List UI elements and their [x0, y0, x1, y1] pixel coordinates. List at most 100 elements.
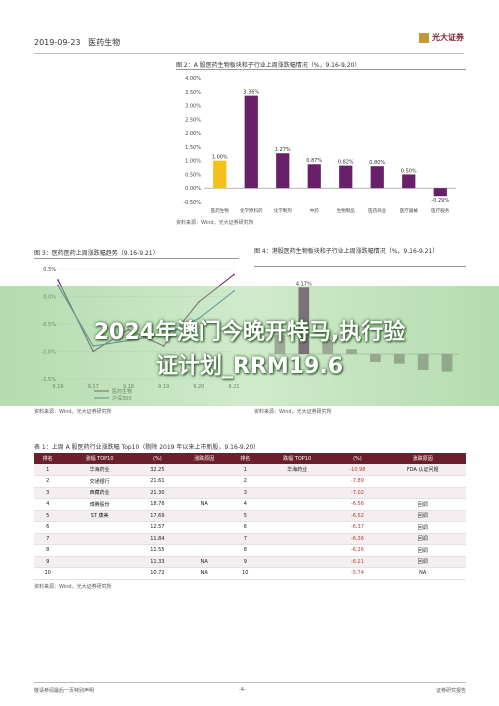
x-tick-label: 生物制品: [337, 207, 355, 214]
table-cell: [176, 510, 232, 522]
data-label: 1.00%: [212, 155, 228, 161]
table-cell: 21.30: [137, 487, 177, 499]
column-header: 跌幅 TOP10: [258, 453, 336, 464]
y-tick-label: 2.00%: [185, 131, 201, 137]
table-cell: [176, 533, 232, 545]
x-tick-label: 医药生物: [211, 207, 229, 214]
table-cell: -6.37: [335, 521, 380, 534]
y-tick-label: 3.00%: [185, 104, 201, 110]
table-cell: 12.57: [137, 521, 177, 534]
data-label: 3.36%: [243, 90, 259, 96]
table-cell: 博腾股份: [61, 498, 138, 511]
table-title: 表 1：上周 A 股医药行业涨跌幅 Top10（剔除 2019 年以来上市新股，…: [34, 444, 260, 451]
data-label: 1.27%: [275, 147, 291, 153]
table-cell: 17.69: [137, 510, 177, 522]
table-cell: NA: [176, 498, 232, 511]
table-cell: [258, 533, 336, 545]
table-cell: [61, 556, 138, 568]
table-cell: 回调: [379, 556, 466, 568]
y-tick-label: 4.00%: [185, 76, 201, 82]
table-source: 资料来源：Wind，光大证券研究所: [34, 583, 112, 590]
bar: [370, 166, 384, 189]
table-cell: 5: [231, 510, 259, 522]
table-cell: 2: [231, 475, 259, 488]
report-date: 2019-09-23 医药生物: [34, 37, 120, 48]
top10-table: 排名 涨幅 TOP10 (%) 涨跌原因 排名 跌幅 TOP10 (%) 涨跌原因 1 华海药业…: [34, 453, 466, 580]
x-tick-label: 中药: [310, 207, 319, 214]
table-cell: 11.84: [137, 533, 177, 545]
series-point: [57, 284, 59, 287]
data-label: 0.50%: [401, 168, 417, 174]
table-cell: 10: [34, 567, 62, 580]
table-row: 1 华海药业 32.25 1 华海药业 -10.98 FDA 认证问题: [34, 464, 466, 476]
table-cell: 3: [231, 487, 259, 499]
table-row: 2 交通银行 21.61 2 -7.89: [34, 475, 466, 488]
series-point: [233, 273, 235, 276]
figure-2-source: 资料来源：Wind，光大证券研究所: [176, 220, 254, 226]
table-cell: 回调: [379, 510, 466, 522]
table-cell: 9: [34, 556, 62, 568]
table-cell: -5.74: [335, 567, 380, 580]
bar: [433, 188, 447, 197]
divider: [254, 266, 466, 267]
footer-left: 敬请参阅最后一页特别声明: [34, 688, 95, 694]
figure-2-chart: -0.50% 0.00% 0.50% 1.00% 1.50% 2.00% 2.50% 3.00…: [183, 76, 456, 214]
x-tick-label: 医药商业: [368, 207, 386, 214]
table-cell: [258, 510, 336, 522]
table-cell: [258, 498, 336, 511]
table-cell: 32.25: [137, 464, 177, 476]
page-footer: 敬请参阅最后一页特别声明 -4- 证券研究报告: [34, 682, 466, 694]
bar: [244, 95, 258, 189]
table-row: 6 12.57 6 -6.37 回调: [34, 521, 466, 534]
figure-3-source: 资料来源：Wind，光大证券研究所: [34, 409, 112, 415]
table-row: 10 10.72 NA 10 -5.74 NA: [34, 567, 466, 580]
figure-2-title: 图 2：A 股医药生物板块和子行业上周涨跌幅情况（%，9.16-9.20）: [176, 62, 361, 69]
column-header: 涨跌原因: [379, 453, 466, 464]
table-cell: 4: [231, 498, 259, 511]
table-header-row: 排名 涨幅 TOP10 (%) 涨跌原因 排名 跌幅 TOP10 (%) 涨跌原因: [34, 453, 466, 464]
footer-right: 证券研究报告: [435, 688, 466, 694]
column-header: 涨跌原因: [176, 453, 232, 464]
category-text: 医药生物: [88, 38, 121, 47]
table-cell: ST 康美: [61, 510, 138, 522]
table-cell: 1: [231, 464, 259, 476]
table-cell: -7.02: [335, 487, 380, 499]
table-cell: 8: [34, 544, 62, 557]
table-cell: NA: [379, 567, 466, 580]
table-cell: -7.89: [335, 475, 380, 488]
table-cell: 6: [231, 521, 259, 534]
table-cell: 2: [34, 475, 62, 488]
column-header: (%): [137, 453, 177, 464]
data-label: 0.87%: [306, 158, 322, 164]
table-cell: [258, 567, 336, 580]
table-cell: -6.26: [335, 544, 380, 557]
table-cell: 4: [34, 498, 62, 511]
y-tick-label: 0.5%: [43, 267, 56, 273]
column-header: (%): [335, 453, 380, 464]
table-cell: [258, 475, 336, 488]
table-row: 7 11.84 7 -6.36 回调: [34, 533, 466, 545]
figure-4-source: 资料来源：Wind，光大证券研究所: [254, 409, 332, 415]
x-tick-label: 医疗器械: [400, 207, 418, 214]
data-label: 0.82%: [338, 160, 354, 166]
table-cell: 7: [231, 533, 259, 545]
bar: [402, 174, 416, 189]
table-row: 4 博腾股份 18.76 NA 4 -6.56 回调: [34, 498, 466, 511]
table-cell: 1: [34, 464, 62, 476]
x-tick-label: 化学原料药: [240, 207, 263, 214]
table-cell: 5: [34, 510, 62, 522]
divider: [34, 258, 239, 259]
date-text: 2019-09-23: [34, 38, 81, 47]
bar: [339, 165, 353, 189]
table-body: 1 华海药业 32.25 1 华海药业 -10.98 FDA 认证问题 2 交通银行 21.61 2…: [34, 464, 466, 580]
table-cell: -6.56: [335, 498, 380, 511]
table-cell: [258, 556, 336, 568]
bar: [276, 153, 290, 189]
divider: [176, 69, 466, 70]
y-tick-label: 0.50%: [185, 172, 201, 178]
figure-3-title: 图 3：医药医药上周涨跌幅趋势（9.16-9.21）: [34, 250, 159, 257]
table-cell: [61, 567, 138, 580]
table-cell: -10.98: [335, 464, 380, 476]
x-tick-label: 医疗服务: [431, 207, 449, 214]
table-cell: 回调: [379, 498, 466, 511]
